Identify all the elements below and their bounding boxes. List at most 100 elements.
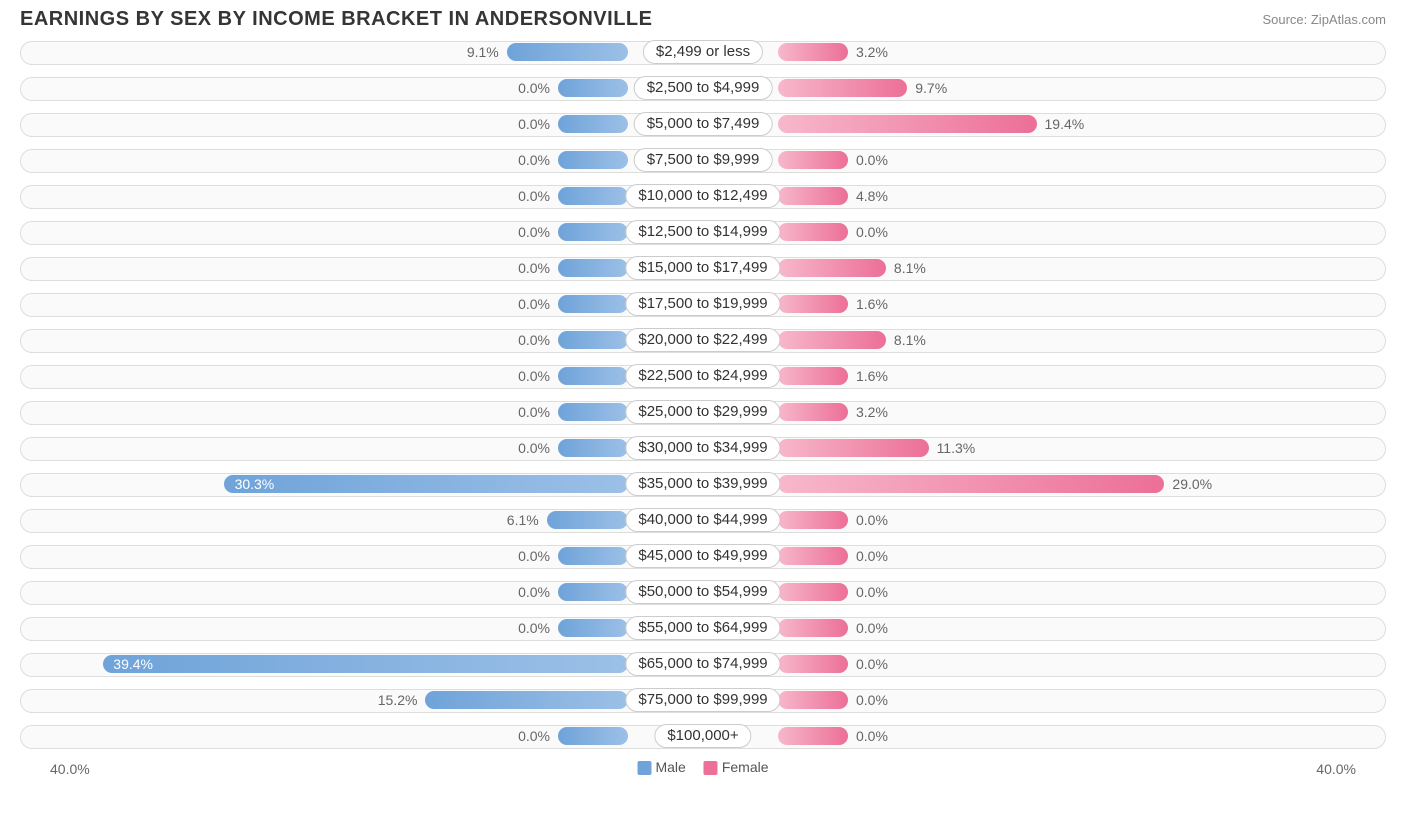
female-bar — [778, 475, 1164, 493]
female-value: 0.0% — [856, 511, 888, 529]
source-label: Source: ZipAtlas.com — [1262, 12, 1386, 27]
bracket-label: $25,000 to $29,999 — [625, 400, 780, 424]
bracket-label: $15,000 to $17,499 — [625, 256, 780, 280]
female-bar — [778, 295, 848, 313]
male-value: 0.0% — [518, 727, 550, 745]
bracket-label: $22,500 to $24,999 — [625, 364, 780, 388]
bracket-label: $10,000 to $12,499 — [625, 184, 780, 208]
male-value: 0.0% — [518, 115, 550, 133]
bracket-label: $50,000 to $54,999 — [625, 580, 780, 604]
bracket-label: $2,499 or less — [643, 40, 763, 64]
chart-row: 0.0%0.0%$55,000 to $64,999 — [20, 611, 1386, 645]
male-value: 0.0% — [518, 619, 550, 637]
chart-row: 0.0%19.4%$5,000 to $7,499 — [20, 107, 1386, 141]
chart-title: EARNINGS BY SEX BY INCOME BRACKET IN AND… — [20, 8, 652, 31]
male-bar — [558, 295, 628, 313]
female-value: 0.0% — [856, 151, 888, 169]
bracket-label: $20,000 to $22,499 — [625, 328, 780, 352]
male-bar — [558, 619, 628, 637]
male-value: 0.0% — [518, 295, 550, 313]
female-value: 8.1% — [894, 331, 926, 349]
male-bar — [558, 331, 628, 349]
male-value: 0.0% — [518, 79, 550, 97]
chart-row: 15.2%0.0%$75,000 to $99,999 — [20, 683, 1386, 717]
bracket-label: $2,500 to $4,999 — [634, 76, 773, 100]
chart-row: 0.0%0.0%$50,000 to $54,999 — [20, 575, 1386, 609]
bracket-label: $12,500 to $14,999 — [625, 220, 780, 244]
male-bar — [507, 43, 628, 61]
female-value: 0.0% — [856, 691, 888, 709]
male-bar — [558, 79, 628, 97]
male-bar — [558, 547, 628, 565]
female-bar — [778, 331, 886, 349]
female-value: 4.8% — [856, 187, 888, 205]
male-value: 0.0% — [518, 439, 550, 457]
female-bar — [778, 511, 848, 529]
female-value: 3.2% — [856, 403, 888, 421]
chart-footer: 40.0% Male Female 40.0% — [0, 755, 1406, 791]
bracket-label: $5,000 to $7,499 — [634, 112, 773, 136]
male-value: 0.0% — [518, 187, 550, 205]
female-bar — [778, 655, 848, 673]
chart-row: 9.1% 3.2% $2,499 or less — [20, 35, 1386, 69]
female-value: 8.1% — [894, 259, 926, 277]
chart-row: 0.0% 0.0% $7,500 to $9,999 — [20, 143, 1386, 177]
male-swatch — [637, 761, 651, 775]
female-bar — [778, 403, 848, 421]
chart-row: 0.0%8.1%$20,000 to $22,499 — [20, 323, 1386, 357]
bracket-label: $45,000 to $49,999 — [625, 544, 780, 568]
chart-row: 6.1%0.0%$40,000 to $44,999 — [20, 503, 1386, 537]
chart-row: 0.0% 0.0% $12,500 to $14,999 — [20, 215, 1386, 249]
chart-row: 0.0% 3.2% $25,000 to $29,999 — [20, 395, 1386, 429]
female-bar — [778, 259, 886, 277]
female-value: 0.0% — [856, 547, 888, 565]
male-bar — [558, 151, 628, 169]
bracket-label: $40,000 to $44,999 — [625, 508, 780, 532]
female-value: 1.6% — [856, 367, 888, 385]
chart-row: 0.0%1.6%$22,500 to $24,999 — [20, 359, 1386, 393]
male-value: 0.0% — [518, 583, 550, 601]
legend: Male Female — [637, 759, 768, 775]
male-value: 39.4% — [113, 655, 153, 673]
chart-row: 0.0%0.0%$100,000+ — [20, 719, 1386, 753]
bracket-label: $7,500 to $9,999 — [634, 148, 773, 172]
female-bar — [778, 223, 848, 241]
male-value: 0.0% — [518, 151, 550, 169]
bracket-label: $65,000 to $74,999 — [625, 652, 780, 676]
female-bar — [778, 367, 848, 385]
female-bar — [778, 727, 848, 745]
male-value: 9.1% — [467, 43, 499, 61]
female-value: 11.3% — [937, 439, 976, 457]
legend-male-label: Male — [655, 759, 685, 775]
female-value: 1.6% — [856, 295, 888, 313]
chart-row: 0.0% 4.8% $10,000 to $12,499 — [20, 179, 1386, 213]
female-value: 0.0% — [856, 727, 888, 745]
female-value: 0.0% — [856, 655, 888, 673]
female-bar — [778, 583, 848, 601]
female-value: 0.0% — [856, 223, 888, 241]
female-swatch — [704, 761, 718, 775]
female-value: 3.2% — [856, 43, 888, 61]
male-value: 0.0% — [518, 547, 550, 565]
male-value: 0.0% — [518, 259, 550, 277]
female-bar — [778, 79, 907, 97]
bracket-label: $30,000 to $34,999 — [625, 436, 780, 460]
female-bar — [778, 439, 929, 457]
chart-row: 0.0% 8.1% $15,000 to $17,499 — [20, 251, 1386, 285]
male-value: 0.0% — [518, 403, 550, 421]
male-value: 0.0% — [518, 223, 550, 241]
legend-female-label: Female — [722, 759, 769, 775]
legend-female: Female — [704, 759, 769, 775]
male-bar — [103, 655, 628, 673]
bracket-label: $17,500 to $19,999 — [625, 292, 780, 316]
axis-max-right: 40.0% — [1316, 761, 1356, 777]
chart-row: 0.0% 11.3% $30,000 to $34,999 — [20, 431, 1386, 465]
female-bar — [778, 115, 1037, 133]
bracket-label: $75,000 to $99,999 — [625, 688, 780, 712]
bracket-label: $35,000 to $39,999 — [625, 472, 780, 496]
chart-row: 30.3%29.0%$35,000 to $39,999 — [20, 467, 1386, 501]
male-value: 30.3% — [235, 475, 275, 493]
female-bar — [778, 547, 848, 565]
female-bar — [778, 43, 848, 61]
male-bar — [558, 439, 628, 457]
